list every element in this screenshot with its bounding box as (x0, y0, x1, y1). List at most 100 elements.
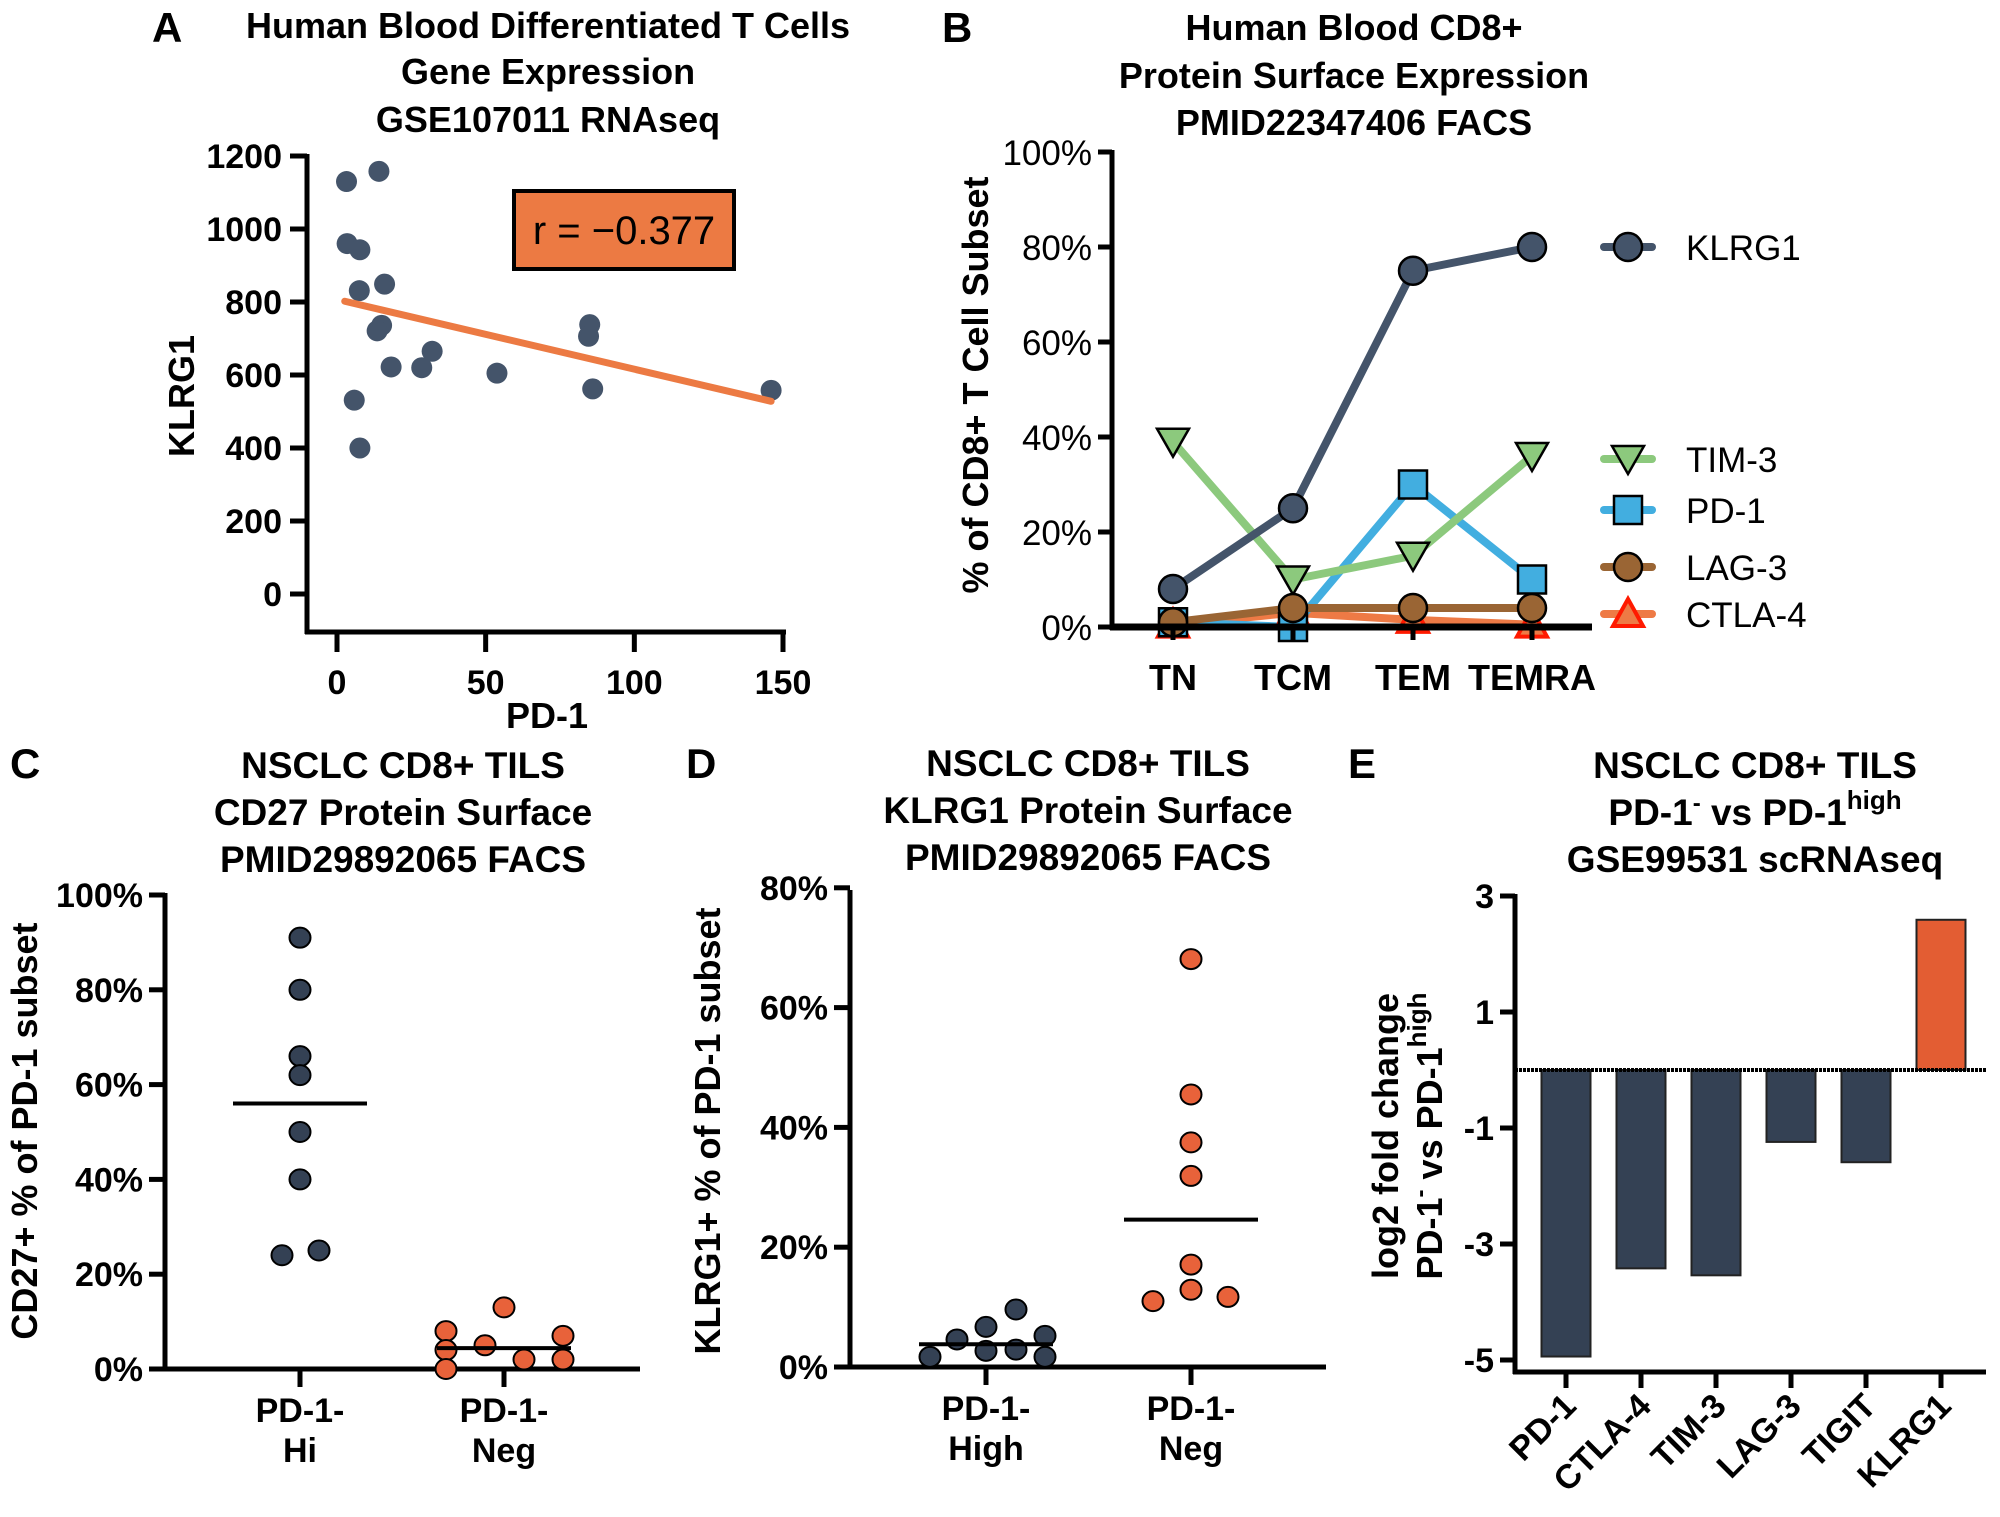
data-point (288, 1168, 312, 1191)
label-part: vs PD-1 (1409, 1047, 1450, 1189)
series-marker-lag-3 (1397, 592, 1429, 624)
series-marker-tim-3 (1274, 565, 1312, 598)
panel-letter-b: B (942, 4, 972, 51)
title-line: PMID29892065 FACS (905, 837, 1271, 878)
data-point (349, 437, 371, 459)
y-tick-label: 1 (1475, 994, 1494, 1032)
data-point (349, 239, 371, 261)
label-part: PD-1 (1409, 1197, 1450, 1279)
series-marker-klrg1 (1397, 255, 1429, 286)
title-superscript: high (1847, 785, 1902, 815)
y-tick-label: 20% (760, 1229, 828, 1267)
legend-label: PD-1 (1686, 492, 1766, 531)
legend-marker (1612, 494, 1644, 526)
y-tick-label: 0% (1041, 609, 1092, 648)
series-marker-klrg1 (1277, 493, 1309, 524)
legend-label: TIM-3 (1686, 441, 1777, 480)
x-tick-label: 100 (606, 664, 663, 702)
y-tick-label: 80% (75, 972, 143, 1010)
x-tick-label: Neg (472, 1432, 536, 1470)
data-point (492, 1296, 516, 1319)
y-tick-label: 600 (225, 357, 282, 395)
label-superscript: - (1407, 1189, 1434, 1197)
data-point (380, 356, 402, 378)
panel-letter-d: D (686, 740, 716, 787)
title-line: PMID29892065 FACS (220, 839, 586, 880)
data-point (1179, 1164, 1203, 1187)
bar-tim-3 (1690, 1069, 1742, 1277)
title-line: Gene Expression (401, 51, 695, 92)
data-point (270, 1244, 294, 1267)
data-point (288, 1045, 312, 1068)
y-tick-label: 60% (75, 1067, 143, 1105)
legend-item: KLRG1 (1600, 229, 1801, 268)
panel-letter-e: E (1348, 740, 1376, 787)
y-tick-label: 800 (225, 284, 282, 322)
panel-e-y-label-line2: PD-1- vs PD-1high (1402, 993, 1450, 1280)
panel-d-title: NSCLC CD8+ TILS KLRG1 Protein Surface PM… (883, 743, 1292, 878)
y-tick-label: -1 (1464, 1110, 1494, 1148)
series-marker-tim-3 (1154, 427, 1192, 460)
panel-c-title: NSCLC CD8+ TILS CD27 Protein Surface PMI… (214, 745, 592, 880)
panel-letter-a: A (152, 4, 182, 51)
y-tick-label: 400 (225, 430, 282, 468)
x-tick-label: 50 (467, 664, 505, 702)
data-point (366, 320, 388, 342)
x-tick-label: TCM (1254, 657, 1332, 698)
data-point (434, 1320, 458, 1343)
data-point (374, 273, 396, 295)
data-point (1179, 1278, 1203, 1301)
y-tick-label: 0% (779, 1349, 828, 1387)
x-tick-label: Neg (1159, 1430, 1223, 1468)
panel-e-title: NSCLC CD8+ TILS PD-1- vs PD-1high GSE995… (1567, 745, 1943, 880)
chart-marks: 0 200 400 600 800 1000 1200 0 50 100 150 0% 20% 40% 60… (56, 134, 1986, 1499)
y-tick-label: 60% (760, 990, 828, 1028)
x-tick-label: PD-1- (256, 1392, 345, 1430)
bar-klrg1 (1915, 918, 1967, 1072)
data-point (1033, 1345, 1057, 1368)
data-point (368, 160, 390, 182)
x-tick-label: LAG-3 (1710, 1387, 1809, 1486)
data-point (288, 926, 312, 949)
y-tick-label: 200 (225, 503, 282, 541)
data-point (1179, 1253, 1203, 1276)
series-marker-pd-1 (1516, 564, 1548, 595)
series-line-tim-3 (1169, 439, 1535, 584)
data-point (486, 362, 508, 384)
data-point (307, 1239, 331, 1262)
title-line: GSE107011 RNAseq (376, 99, 720, 140)
y-tick-label: 20% (75, 1256, 143, 1294)
panel-b-y-label: % of CD8+ T Cell Subset (955, 176, 996, 593)
bar-tigit (1840, 1069, 1892, 1164)
panel-a-y-label: KLRG1 (161, 335, 202, 457)
legend-marker (1612, 551, 1644, 583)
title-line: NSCLC CD8+ TILS (926, 743, 1250, 784)
data-point (343, 389, 365, 411)
title-superscript: - (1693, 790, 1701, 817)
y-tick-label: 3 (1475, 878, 1494, 916)
x-tick-label: PD-1- (460, 1392, 549, 1430)
title-line: NSCLC CD8+ TILS (241, 745, 565, 786)
title-line: CD27 Protein Surface (214, 792, 592, 833)
series-line-klrg1 (1170, 243, 1533, 593)
legend-marker (1612, 231, 1644, 263)
title-line: GSE99531 scRNAseq (1567, 839, 1943, 880)
data-point (348, 280, 370, 302)
data-point (411, 357, 433, 379)
y-tick-label: 40% (75, 1161, 143, 1199)
legend-item: TIM-3 (1600, 441, 1777, 480)
label-superscript: high (1402, 993, 1432, 1048)
y-tick-label: 40% (760, 1109, 828, 1147)
y-tick-label: 100% (1002, 134, 1092, 173)
legend-item: LAG-3 (1600, 549, 1787, 588)
title-line: Human Blood CD8+ (1185, 7, 1522, 48)
panel-e-y-label-line1: log2 fold change (1365, 993, 1406, 1279)
series-marker-lag-3 (1516, 592, 1548, 624)
data-point (1141, 1290, 1165, 1313)
bar-lag-3 (1765, 1069, 1817, 1143)
legend-label: LAG-3 (1686, 549, 1787, 588)
data-point (945, 1328, 969, 1351)
data-point (551, 1348, 575, 1371)
y-tick-label: 1200 (206, 138, 282, 176)
